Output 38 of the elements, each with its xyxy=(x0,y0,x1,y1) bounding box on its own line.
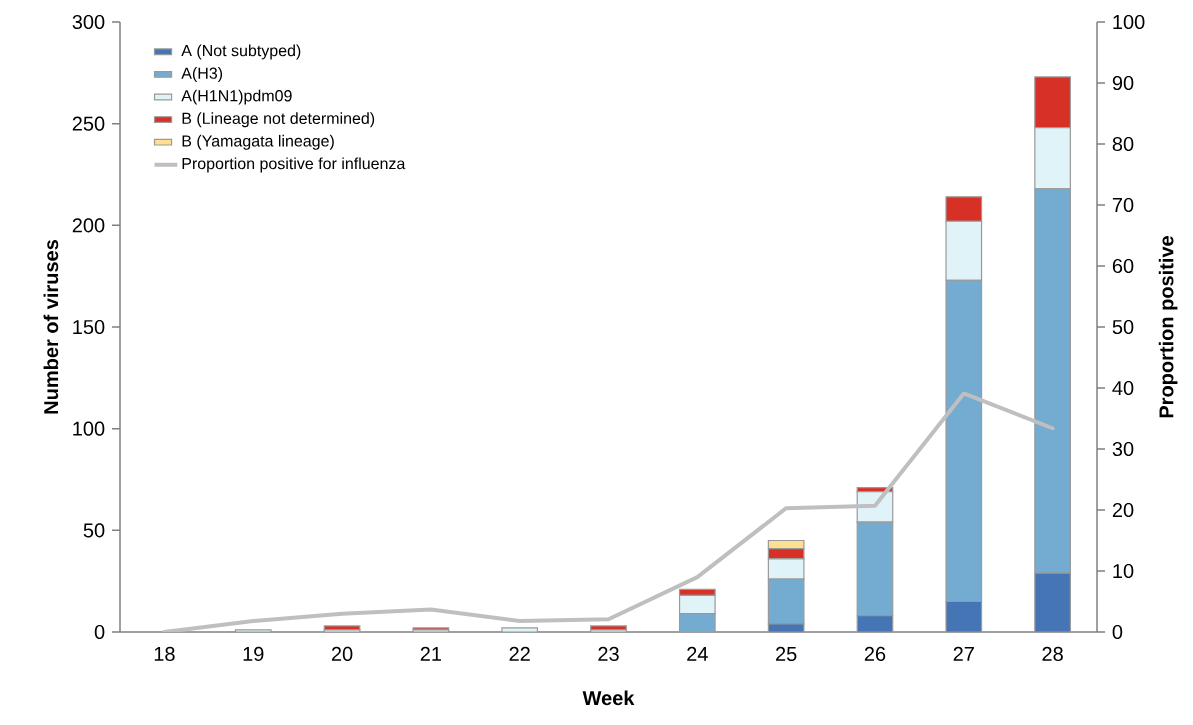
y2-tick-label: 80 xyxy=(1112,136,1134,152)
x-tick-label: 18 xyxy=(154,646,175,662)
y2-tick-label: 90 xyxy=(1112,75,1134,91)
x-tick-label: 21 xyxy=(420,646,442,661)
x-tick-label: 28 xyxy=(1042,646,1063,662)
x-tick-label: 23 xyxy=(598,646,619,662)
y2-tick-label: 10 xyxy=(1113,563,1134,579)
x-tick-label: 27 xyxy=(953,646,974,661)
x-axis-title: Week xyxy=(582,690,635,706)
y2-axis-title: Proportion positive xyxy=(1158,236,1178,418)
y2-tick-label: 0 xyxy=(1112,624,1123,640)
x-tick-label: 22 xyxy=(509,646,530,661)
x-tick-label: 20 xyxy=(331,646,353,662)
x-tick-label: 26 xyxy=(864,646,886,662)
y2-tick-label: 50 xyxy=(1112,319,1134,335)
y-tick-label: 100 xyxy=(73,421,105,436)
y2-tick-label: 60 xyxy=(1112,258,1134,274)
y-tick-label: 0 xyxy=(94,624,105,640)
legend-label: A (Not subtyped) xyxy=(181,44,301,60)
legend-label: Proportion positive for influenza xyxy=(182,157,406,173)
y-tick-label: 200 xyxy=(72,218,105,233)
y-tick-label: 50 xyxy=(83,523,105,538)
y-tick-label: 250 xyxy=(72,116,105,131)
y-tick-label: 150 xyxy=(73,319,105,335)
y2-tick-label: 30 xyxy=(1112,441,1134,457)
legend-label: A(H3) xyxy=(181,67,223,82)
legend-label: B (Lineage not determined) xyxy=(182,112,375,128)
y2-tick-label: 40 xyxy=(1112,380,1134,396)
x-tick-label: 25 xyxy=(776,646,797,662)
x-tick-label: 24 xyxy=(687,646,708,661)
legend-label: B (Yamagata lineage) xyxy=(182,134,334,150)
y2-tick-label: 100 xyxy=(1113,14,1145,30)
y-tick-label: 300 xyxy=(72,14,105,30)
legend-label: A(H1N1)pdm09 xyxy=(181,89,292,105)
y-axis-title: Number of viruses xyxy=(43,240,59,414)
x-tick-label: 19 xyxy=(243,646,264,662)
y2-tick-label: 20 xyxy=(1112,502,1134,518)
y2-tick-label: 70 xyxy=(1112,197,1134,213)
